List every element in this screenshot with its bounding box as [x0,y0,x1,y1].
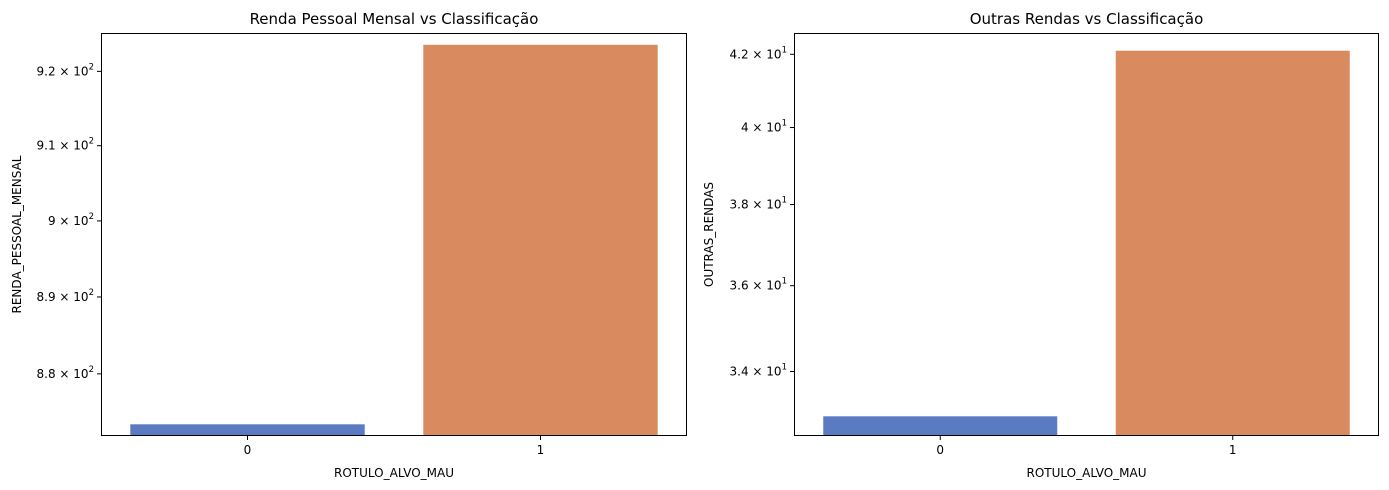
y-tick-mantissa: 3.4 [730,364,749,378]
y-tick-label: 4.2 × 101 [730,45,787,61]
y-tick-mantissa: 8.9 [37,290,56,304]
y-tick-mantissa: 3.8 [730,198,749,212]
y-tick-label: 4 × 101 [741,119,787,135]
y-tick-times: × [749,198,767,212]
y-tick-times: × [56,290,74,304]
y-tick-base: 10 [73,290,88,304]
y-axis-label: OUTRAS_RENDAS [702,182,716,287]
y-tick-exponent: 1 [782,277,787,287]
y-tick-mantissa: 8.8 [37,367,56,381]
y-tick-label: 9.1 × 102 [37,137,94,153]
y-tick-label: 3.4 × 101 [730,362,787,378]
y-tick-label: 8.8 × 102 [37,365,94,381]
y-tick-base: 10 [766,47,781,61]
x-tick-label: 1 [537,443,545,457]
y-tick-exponent: 1 [782,362,787,372]
y-tick-label: 3.6 × 101 [730,277,787,293]
y-tick-mantissa: 3.6 [730,279,749,293]
y-tick-exponent: 2 [89,137,94,147]
bar-1 [1115,50,1350,436]
y-tick-times: × [56,214,74,228]
y-tick-times: × [749,364,767,378]
y-tick-base: 10 [766,364,781,378]
x-tick-label: 0 [244,443,252,457]
y-tick-times: × [56,64,74,78]
y-tick-times: × [749,121,767,135]
y-tick-label: 9 × 102 [48,212,94,228]
y-tick-times: × [749,279,767,293]
y-tick-mantissa: 9.2 [37,64,56,78]
y-tick-exponent: 2 [89,212,94,222]
y-tick-label: 3.8 × 101 [730,196,787,212]
y-tick-exponent: 1 [782,45,787,55]
x-axis-label: ROTULO_ALVO_MAU [1027,466,1147,480]
y-tick-mantissa: 4 [741,121,749,135]
y-tick-base: 10 [73,139,88,153]
y-tick-exponent: 2 [89,288,94,298]
bar-1 [423,44,658,436]
y-tick-base: 10 [73,367,88,381]
y-tick-base: 10 [766,121,781,135]
y-tick-times: × [56,367,74,381]
y-tick-mantissa: 4.2 [730,47,749,61]
y-tick-base: 10 [73,64,88,78]
y-tick-base: 10 [766,279,781,293]
y-tick-mantissa: 9.1 [37,139,56,153]
y-tick-base: 10 [766,198,781,212]
y-tick-exponent: 2 [89,62,94,72]
bar-0 [130,424,365,436]
y-tick-times: × [749,47,767,61]
chart-title: Renda Pessoal Mensal vs Classificação [250,10,539,28]
plot-frame [101,33,687,436]
chart-title: Outras Rendas vs Classificação [970,10,1204,28]
y-axis-label: RENDA_PESSOAL_MENSAL [10,155,24,313]
x-tick-label: 1 [1229,443,1237,457]
y-tick-exponent: 2 [89,365,94,375]
bar-0 [823,416,1058,436]
y-tick-mantissa: 9 [48,214,56,228]
y-tick-times: × [56,139,74,153]
y-tick-exponent: 1 [782,196,787,206]
y-tick-base: 10 [73,214,88,228]
y-tick-label: 8.9 × 102 [37,288,94,304]
x-tick-label: 0 [936,443,944,457]
y-tick-exponent: 1 [782,119,787,129]
y-tick-label: 9.2 × 102 [37,62,94,78]
x-axis-label: ROTULO_ALVO_MAU [334,466,454,480]
plot-frame [794,33,1379,436]
